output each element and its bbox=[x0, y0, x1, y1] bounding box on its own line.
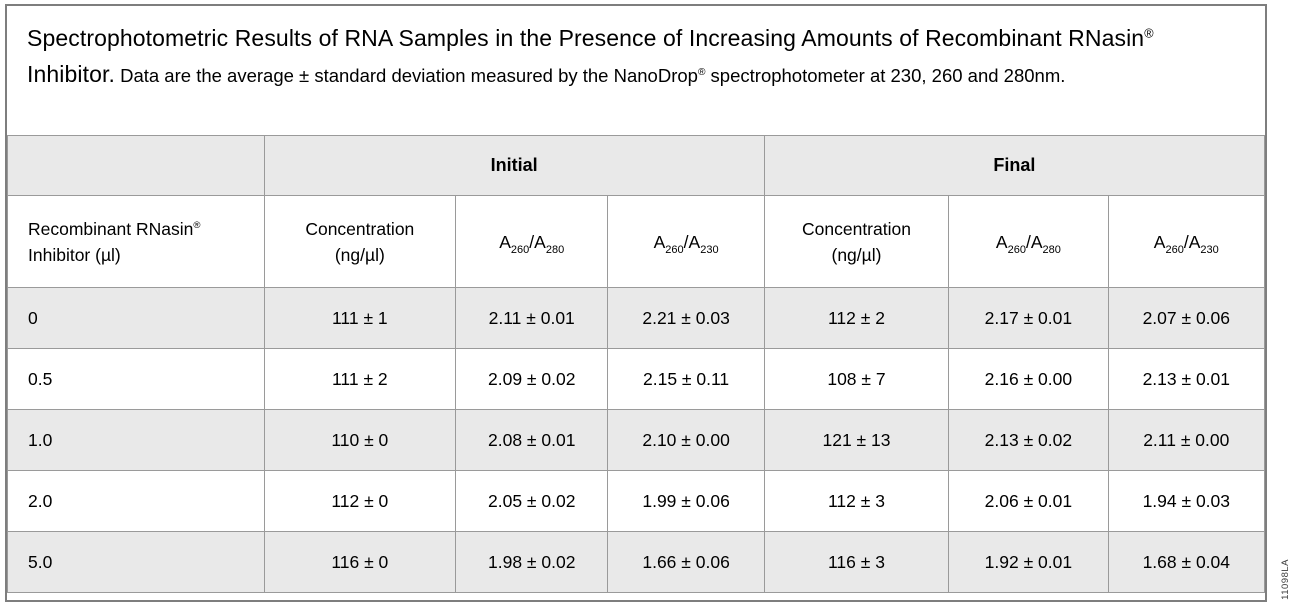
caption-title-text-end: Inhibitor. bbox=[27, 61, 115, 87]
table-row: 1.0 110 ± 0 2.08 ± 0.01 2.10 ± 0.00 121 … bbox=[7, 409, 1266, 471]
concentration-units: (ng/µl) bbox=[334, 244, 385, 265]
column-header-row: Recombinant RNasin® Inhibitor (µl) Conce… bbox=[7, 195, 1266, 288]
column-header-inhibitor: Recombinant RNasin® Inhibitor (µl) bbox=[7, 195, 265, 288]
cell-inhibitor-volume: 0 bbox=[7, 287, 265, 349]
group-header-initial: Initial bbox=[263, 135, 765, 196]
table-row: 5.0 116 ± 0 1.98 ± 0.02 1.66 ± 0.06 116 … bbox=[7, 531, 1266, 593]
caption-description: Data are the average ± standard deviatio… bbox=[115, 65, 1065, 86]
results-table: Initial Final Recombinant RNasin® Inhibi… bbox=[7, 135, 1266, 593]
cell-final-concentration: 116 ± 3 bbox=[763, 531, 950, 593]
table-row: 0 111 ± 1 2.11 ± 0.01 2.21 ± 0.03 112 ± … bbox=[7, 287, 1266, 349]
registered-trademark-icon: ® bbox=[193, 219, 201, 231]
cell-initial-a260-a230: 2.10 ± 0.00 bbox=[607, 409, 765, 471]
cell-final-concentration: 112 ± 2 bbox=[763, 287, 950, 349]
column-header-a260-a230-final: A260/A230 bbox=[1107, 195, 1266, 288]
cell-initial-a260-a280: 2.08 ± 0.01 bbox=[455, 409, 609, 471]
table-caption: Spectrophotometric Results of RNA Sample… bbox=[7, 6, 1265, 135]
concentration-label: Concentration bbox=[802, 218, 911, 239]
registered-trademark-icon: ® bbox=[1144, 26, 1154, 41]
cell-initial-a260-a230: 1.99 ± 0.06 bbox=[607, 470, 765, 532]
caption-title: Spectrophotometric Results of RNA Sample… bbox=[27, 25, 1154, 87]
cell-initial-a260-a230: 2.15 ± 0.11 bbox=[607, 348, 765, 410]
column-header-concentration-final: Concentration (ng/µl) bbox=[763, 195, 950, 288]
cell-final-a260-a280: 2.13 ± 0.02 bbox=[948, 409, 1109, 471]
column-header-a260-a280-initial: A260/A280 bbox=[455, 195, 609, 288]
column-header-a260-a280-final: A260/A280 bbox=[948, 195, 1109, 288]
cell-final-a260-a230: 2.11 ± 0.00 bbox=[1107, 409, 1266, 471]
registered-trademark-icon: ® bbox=[697, 66, 706, 78]
cell-final-a260-a280: 2.16 ± 0.00 bbox=[948, 348, 1109, 410]
cell-initial-a260-a280: 2.09 ± 0.02 bbox=[455, 348, 609, 410]
concentration-units: (ng/µl) bbox=[831, 244, 882, 265]
table-row: 2.0 112 ± 0 2.05 ± 0.02 1.99 ± 0.06 112 … bbox=[7, 470, 1266, 532]
cell-initial-a260-a230: 1.66 ± 0.06 bbox=[607, 531, 765, 593]
cell-final-concentration: 108 ± 7 bbox=[763, 348, 950, 410]
caption-title-text: Spectrophotometric Results of RNA Sample… bbox=[27, 25, 1145, 51]
cell-initial-concentration: 116 ± 0 bbox=[263, 531, 457, 593]
caption-desc-text: Data are the average ± standard deviatio… bbox=[114, 65, 698, 86]
cell-final-a260-a230: 1.94 ± 0.03 bbox=[1107, 470, 1266, 532]
cell-initial-a260-a280: 1.98 ± 0.02 bbox=[455, 531, 609, 593]
cell-inhibitor-volume: 5.0 bbox=[7, 531, 265, 593]
results-panel: Spectrophotometric Results of RNA Sample… bbox=[5, 4, 1267, 602]
cell-final-a260-a230: 2.07 ± 0.06 bbox=[1107, 287, 1266, 349]
caption-desc-text-end: spectrophotometer at 230, 260 and 280nm. bbox=[705, 65, 1066, 86]
column-header-inhibitor-line1: Recombinant RNasin bbox=[28, 218, 194, 239]
cell-final-a260-a230: 1.68 ± 0.04 bbox=[1107, 531, 1266, 593]
cell-final-a260-a280: 2.17 ± 0.01 bbox=[948, 287, 1109, 349]
cell-initial-a260-a230: 2.21 ± 0.03 bbox=[607, 287, 765, 349]
cell-final-a260-a280: 1.92 ± 0.01 bbox=[948, 531, 1109, 593]
group-header-blank bbox=[7, 135, 265, 196]
cell-inhibitor-volume: 0.5 bbox=[7, 348, 265, 410]
cell-initial-concentration: 110 ± 0 bbox=[263, 409, 457, 471]
cell-initial-a260-a280: 2.11 ± 0.01 bbox=[455, 287, 609, 349]
cell-initial-a260-a280: 2.05 ± 0.02 bbox=[455, 470, 609, 532]
cell-final-concentration: 112 ± 3 bbox=[763, 470, 950, 532]
concentration-label: Concentration bbox=[305, 218, 415, 239]
cell-initial-concentration: 111 ± 2 bbox=[263, 348, 457, 410]
group-header-final: Final bbox=[763, 135, 1266, 196]
cell-final-a260-a230: 2.13 ± 0.01 bbox=[1107, 348, 1266, 410]
column-header-a260-a230-initial: A260/A230 bbox=[607, 195, 765, 288]
cell-final-a260-a280: 2.06 ± 0.01 bbox=[948, 470, 1109, 532]
cell-final-concentration: 121 ± 13 bbox=[763, 409, 950, 471]
cell-inhibitor-volume: 2.0 bbox=[7, 470, 265, 532]
group-header-row: Initial Final bbox=[7, 135, 1266, 196]
cell-initial-concentration: 111 ± 1 bbox=[263, 287, 457, 349]
table-row: 0.5 111 ± 2 2.09 ± 0.02 2.15 ± 0.11 108 … bbox=[7, 348, 1266, 410]
column-header-inhibitor-line2: Inhibitor (µl) bbox=[28, 244, 121, 265]
figure-number: 11098LA bbox=[1280, 559, 1291, 600]
column-header-concentration-initial: Concentration (ng/µl) bbox=[263, 195, 457, 288]
cell-initial-concentration: 112 ± 0 bbox=[263, 470, 457, 532]
cell-inhibitor-volume: 1.0 bbox=[7, 409, 265, 471]
